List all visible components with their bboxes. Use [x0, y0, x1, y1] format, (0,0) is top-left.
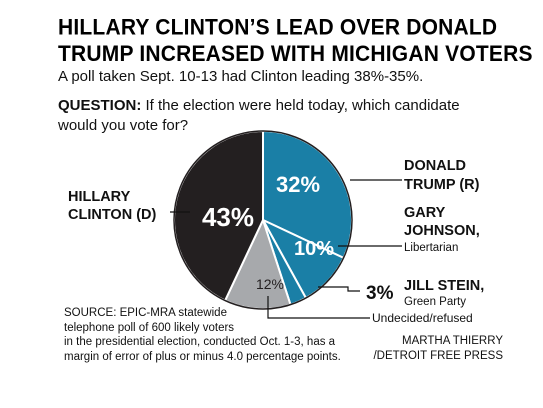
question-label: QUESTION:: [58, 97, 142, 114]
category-label-undecided: Undecided/refused: [372, 311, 473, 325]
chart-subtitle: A poll taken Sept. 10-13 had Clinton lea…: [58, 68, 424, 85]
category-label-johnson-party: Libertarian: [404, 242, 458, 254]
source-line-1: SOURCE: EPIC-MRA statewide: [64, 307, 227, 319]
question-text: If the election were held today, which c…: [58, 97, 460, 134]
source-note: SOURCE: EPIC-MRA statewide telephone pol…: [64, 306, 394, 364]
leader-lines: [170, 179, 402, 319]
slice-label-johnson: 10%: [294, 238, 334, 260]
source-line-2: telephone poll of 600 likely voters: [64, 321, 235, 334]
credit-line-1: MARTHA THIERRY: [402, 335, 503, 347]
category-label-stein: JILL STEIN,: [404, 278, 484, 294]
poll-question: QUESTION: If the election were held toda…: [58, 96, 498, 136]
slice-label-undecided: 12%: [256, 276, 284, 292]
category-label-trump-2: TRUMP (R): [404, 177, 480, 193]
category-label-stein-party: Green Party: [404, 296, 466, 308]
category-label-clinton-1: HILLARY: [68, 189, 131, 205]
source-line-4: margin of error of plus or minus 4.0 per…: [64, 350, 341, 363]
title-line-2: TRUMP INCREASED WITH MICHIGAN VOTERS: [58, 42, 533, 67]
title-line-1: HILLARY CLINTON’S LEAD OVER DONALD: [58, 15, 498, 40]
credit-line-2: /DETROIT FREE PRESS: [373, 349, 503, 362]
slice-label-stein: 3%: [366, 283, 394, 304]
pie-slices: [173, 129, 353, 310]
credit: MARTHA THIERRY /DETROIT FREE PRESS: [373, 334, 503, 363]
slice-label-trump: 32%: [276, 172, 320, 197]
pie-outline: [173, 130, 353, 310]
chart-title: HILLARY CLINTON’S LEAD OVER DONALD TRUMP…: [58, 15, 538, 68]
leader-line-stein: [318, 286, 360, 292]
source-line-3: in the presidential election, conducted …: [64, 336, 336, 348]
category-label-clinton-2: CLINTON (D): [68, 207, 157, 223]
leader-line-undecided: [267, 296, 370, 319]
category-label-trump-1: DONALD: [404, 158, 466, 174]
category-label-johnson-2: JOHNSON,: [404, 223, 480, 239]
slice-label-clinton: 43%: [202, 202, 254, 232]
category-label-johnson-1: GARY: [404, 205, 446, 221]
